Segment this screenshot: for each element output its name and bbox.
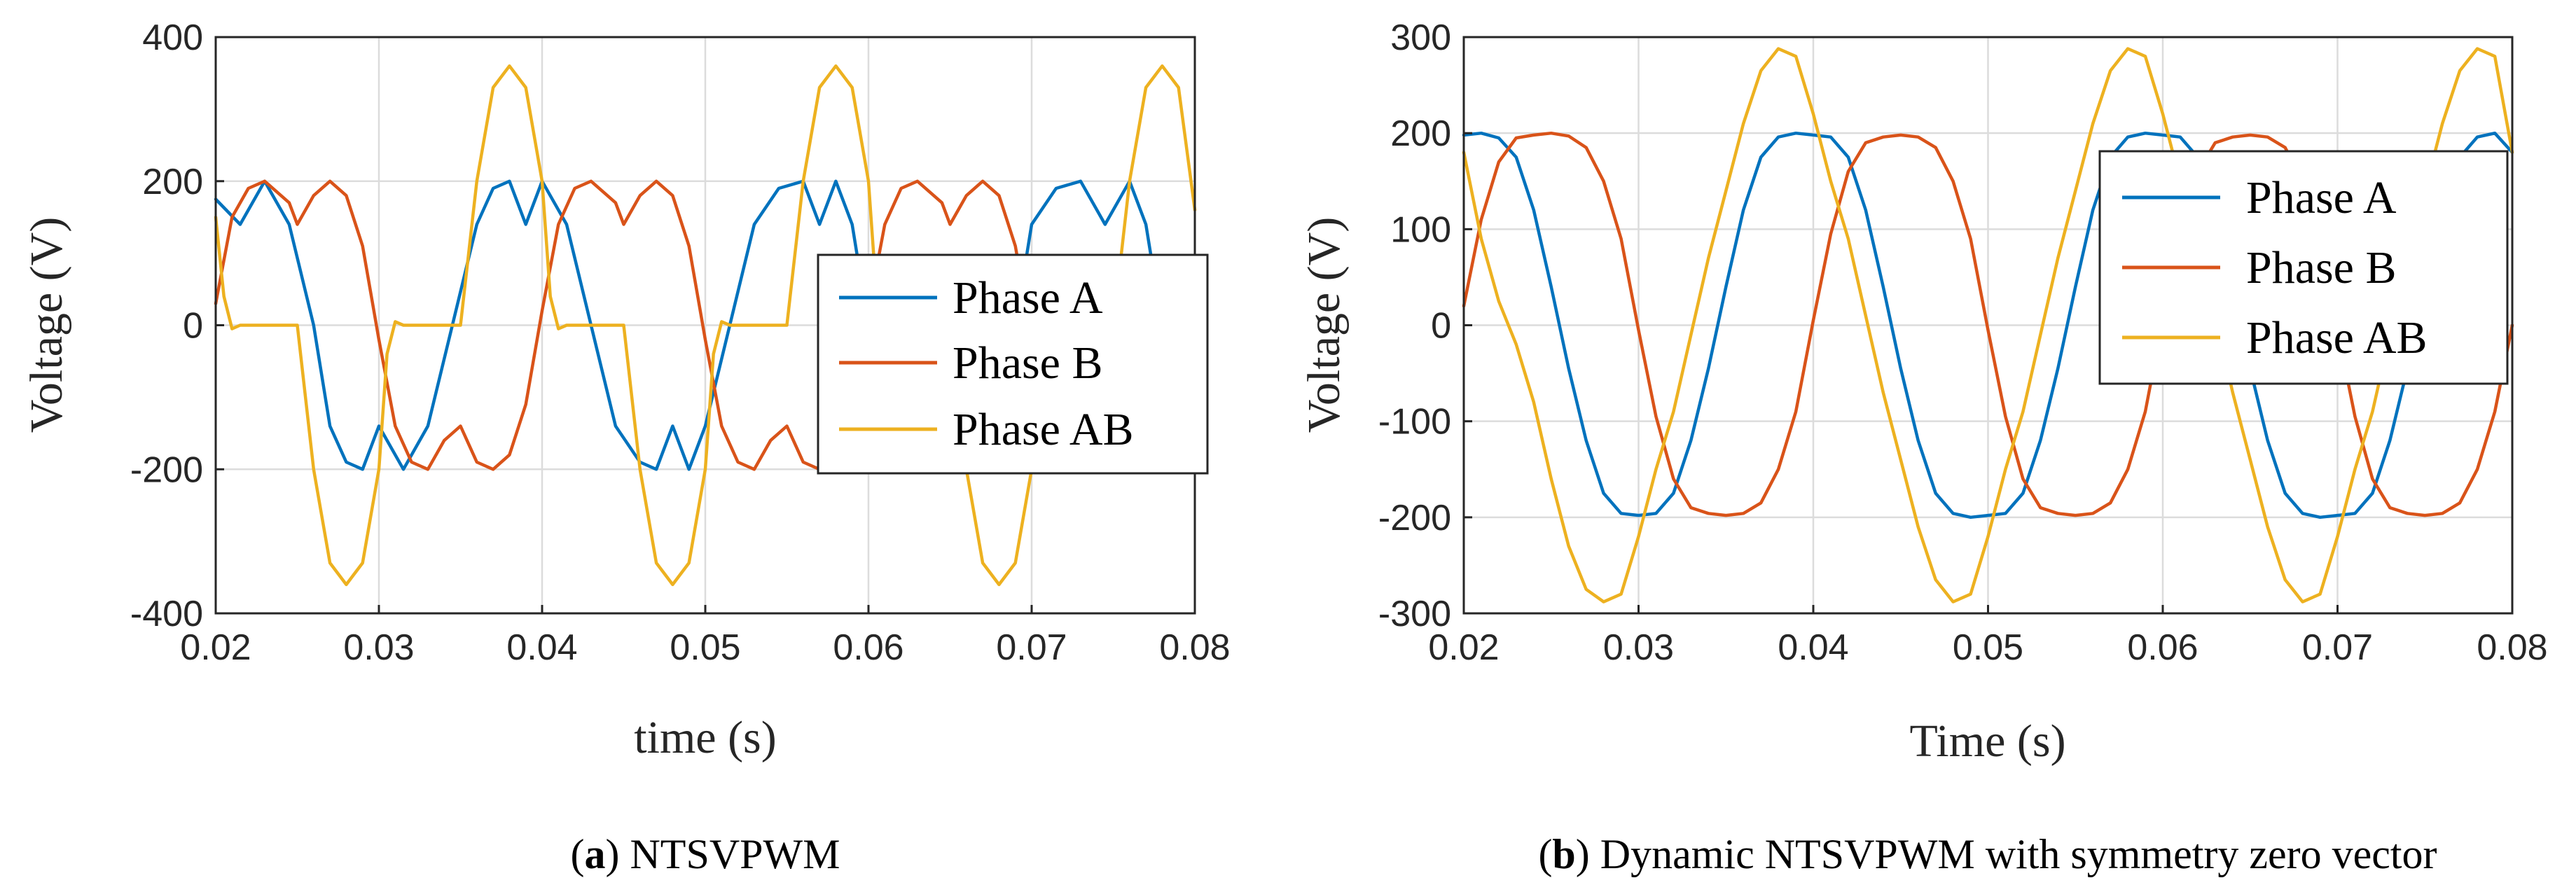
series-line-a-phase-a: [214, 179, 1197, 471]
caption-b: (b) Dynamic NTSVPWM with symmetry zero v…: [1538, 831, 2437, 877]
ticks-a: 0.02 0.03 0.04 0.05 0.06 0.07 0.08 -400 -200 0 200…: [130, 18, 1231, 668]
x-tick-label: 0.05: [670, 627, 740, 668]
y-tick-label: 200: [142, 162, 203, 202]
caption-text-a: NTSVPWM: [619, 831, 840, 877]
ticks-b: 0.02 0.03 0.04 0.05 0.06 0.07 0.08 -300 -200 -100…: [1378, 18, 2548, 668]
x-tick-label: 0.08: [1159, 627, 1230, 668]
y-axis-label-a: Voltage (V): [21, 217, 72, 433]
x-tick-label: 0.04: [506, 627, 577, 668]
y-tick-label: 400: [142, 18, 203, 58]
series-line-a-phase-b: [214, 179, 1034, 471]
x-tick-label: 0.07: [2302, 627, 2373, 668]
legend-a: Phase A Phase B Phase AB: [817, 253, 1209, 475]
series-line-b-phase-a: [1462, 131, 2514, 520]
x-tick-label: 0.05: [1953, 627, 2023, 668]
legend-label-b-phase-a: Phase A: [2246, 172, 2397, 223]
y-tick-label: -400: [130, 594, 203, 634]
x-tick-label: 0.08: [2477, 627, 2547, 668]
caption-letter-a: a: [584, 831, 605, 877]
y-tick-label: -200: [130, 450, 203, 490]
caption-letter-b: b: [1552, 831, 1575, 877]
legend-label-a-phase-a: Phase A: [953, 272, 1103, 323]
y-tick-label: -300: [1378, 594, 1451, 634]
y-tick-label: -100: [1378, 402, 1451, 442]
series-line-b-phase-ab: [1462, 47, 2514, 604]
y-tick-label: 0: [183, 306, 203, 347]
x-tick-label: 0.06: [833, 627, 903, 668]
legend-b: Phase A Phase B Phase AB: [2098, 150, 2509, 385]
legend-label-a-phase-ab: Phase AB: [953, 404, 1134, 455]
x-tick-label: 0.04: [1778, 627, 1848, 668]
x-axis-label-b: Time (s): [1909, 716, 2065, 767]
x-tick-label: 0.02: [1428, 627, 1499, 668]
x-tick-label: 0.02: [180, 627, 251, 668]
y-tick-label: 300: [1390, 18, 1451, 58]
caption-a: (a) NTSVPWM: [571, 831, 840, 877]
x-tick-label: 0.03: [343, 627, 414, 668]
x-tick-label: 0.07: [996, 627, 1067, 668]
legend-label-b-phase-b: Phase B: [2246, 242, 2397, 293]
x-tick-label: 0.06: [2127, 627, 2198, 668]
x-tick-label: 0.03: [1603, 627, 1674, 668]
y-tick-label: -200: [1378, 498, 1451, 538]
x-axis-label-a: time (s): [634, 712, 776, 763]
chart-panel-b: 0.02 0.03 0.04 0.05 0.06 0.07 0.08 -300 -200 -100…: [1299, 18, 2548, 877]
y-axis-label-b: Voltage (V): [1299, 217, 1350, 433]
y-tick-label: 0: [1431, 306, 1451, 347]
legend-label-a-phase-b: Phase B: [953, 337, 1103, 389]
y-tick-label: 200: [1390, 113, 1451, 154]
caption-text-b: Dynamic NTSVPWM with symmetry zero vecto…: [1590, 831, 2437, 877]
chart-panel-a: 0.02 0.03 0.04 0.05 0.06 0.07 0.08 -400 -200 0 200…: [21, 18, 1231, 877]
y-tick-label: 100: [1390, 209, 1451, 250]
legend-label-b-phase-ab: Phase AB: [2246, 312, 2428, 363]
